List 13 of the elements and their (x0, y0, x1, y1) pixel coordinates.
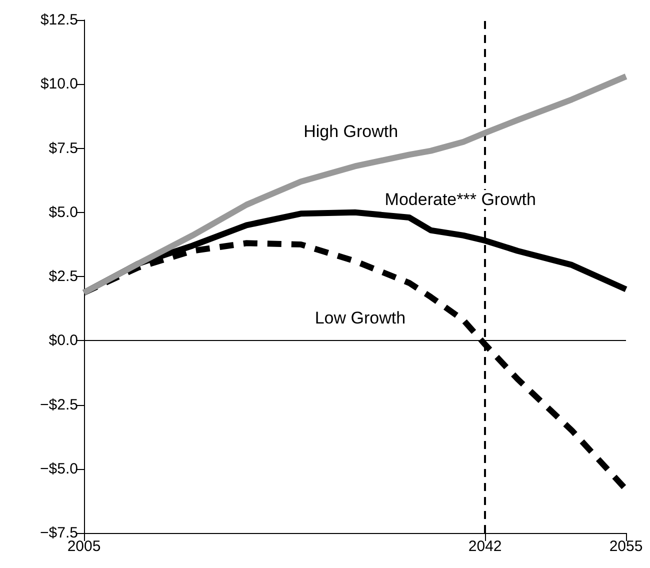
x-tick-label: 2042 (468, 538, 502, 555)
y-tick-label: $7.5 (48, 140, 78, 157)
y-tick-label: $2.5 (48, 268, 78, 285)
y-tick-label: $5.0 (48, 204, 78, 221)
series-label: Moderate*** Growth (384, 190, 536, 209)
y-tick-label: $0.0 (48, 332, 78, 350)
y-tick-label: −$5.0 (40, 460, 78, 478)
y-tick-label: $12.5 (40, 12, 78, 28)
y-tick-label: −$2.5 (40, 396, 78, 414)
series-label: High Growth (304, 122, 398, 142)
x-tick-label: 2055 (609, 538, 643, 555)
y-tick-label: $10.0 (40, 76, 78, 93)
series-label: Low Growth (314, 308, 406, 328)
